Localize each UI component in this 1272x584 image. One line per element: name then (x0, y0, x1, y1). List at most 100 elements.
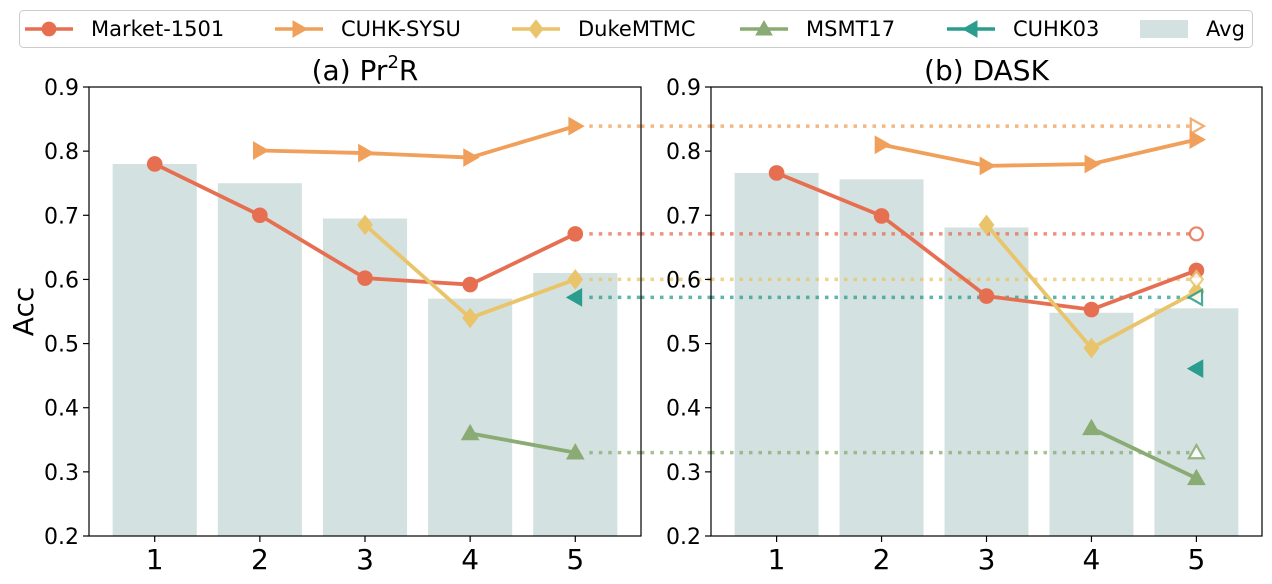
point-cuhk-sysu-5 (568, 116, 585, 136)
point-dukemtmc-4 (1083, 337, 1100, 359)
series-msmt17 (1082, 418, 1206, 486)
chart-title-main: (a) Pr (312, 54, 388, 87)
x-tick-label: 5 (1187, 543, 1205, 576)
legend-entry-msmt17: MSMT17 (740, 17, 895, 41)
y-tick-label: 0.5 (666, 333, 701, 358)
x-ticks: 1 2 3 4 5 (146, 536, 584, 576)
chart-title: (a) Pr2R (312, 52, 419, 87)
point-market-1501-5 (567, 226, 584, 242)
point-cuhk03-5 (1186, 359, 1204, 378)
point-msmt17-5 (565, 443, 585, 460)
y-tick-label: 0.9 (44, 76, 79, 101)
series-line-cuhk-sysu (259, 124, 576, 160)
point-cuhk-sysu-3 (979, 156, 997, 176)
x-ticks: 1 2 3 4 5 (768, 536, 1205, 576)
y-tick-label: 0.2 (666, 525, 701, 550)
point-cuhk-sysu-4 (1084, 154, 1101, 174)
chart-title: (b) DASK (924, 54, 1050, 87)
legend-marker-dukemtmc (528, 19, 544, 39)
point-msmt17-5 (1187, 468, 1206, 486)
x-tick-label: 5 (566, 543, 584, 576)
point-dukemtmc-4 (462, 307, 479, 329)
y-tick-label: 0.7 (666, 204, 701, 229)
reference-marker-msmt17 (1187, 442, 1206, 460)
reference-marker-cuhk-sysu (1189, 116, 1207, 136)
point-market-1501-3 (978, 288, 995, 304)
avg-bar-5 (533, 273, 618, 536)
y-tick-label: 0.8 (666, 140, 701, 165)
point-cuhk-sysu-3 (358, 143, 375, 163)
y-tick-label: 0.7 (44, 204, 79, 229)
avg-bar-4 (428, 298, 513, 536)
point-dukemtmc-5 (567, 269, 584, 290)
legend-label-cuhk03: CUHK03 (1013, 17, 1099, 41)
y-tick-label: 0.6 (666, 268, 701, 293)
chart-title-suffix: R (399, 54, 418, 87)
reference-marker-market-1501 (1188, 226, 1204, 242)
legend-marker-cuhk-sysu (292, 20, 309, 38)
avg-bar-1 (734, 172, 819, 537)
x-tick-label: 3 (978, 543, 996, 576)
y-ticks: 0.2 0.3 0.4 0.5 0.6 0.7 0.8 0.9 (666, 76, 711, 550)
avg-bar-3 (322, 218, 408, 536)
series-market-1501 (768, 165, 1205, 318)
x-tick-label: 4 (461, 543, 479, 576)
x-tick-label: 1 (768, 543, 786, 576)
legend-marker-cuhk03 (961, 20, 978, 38)
y-axis-label: Acc (7, 287, 40, 336)
series-cuhk03 (1186, 359, 1204, 378)
point-market-1501-4 (462, 276, 478, 293)
series-cuhk03 (565, 288, 583, 307)
point-cuhk-sysu-4 (463, 148, 480, 167)
legend-entry-cuhk-sysu: CUHK-SYSU (275, 17, 461, 41)
legend-marker-msmt17 (755, 19, 773, 36)
y-ticks: 0.2 0.3 0.4 0.5 0.6 0.7 0.8 0.9 (44, 76, 89, 550)
legend-entry-cuhk03: CUHK03 (947, 17, 1099, 41)
legend-swatch-avg (1140, 20, 1188, 38)
reference-markers (1186, 116, 1207, 460)
x-tick-label: 1 (146, 543, 164, 576)
point-msmt17-4 (1082, 418, 1101, 436)
point-market-1501-4 (1083, 301, 1100, 318)
legend-label-msmt17: MSMT17 (806, 17, 895, 41)
y-tick-label: 0.5 (44, 333, 79, 358)
point-market-1501-2 (252, 207, 268, 224)
point-msmt17-4 (460, 423, 480, 441)
x-tick-label: 2 (873, 543, 891, 576)
y-tick-label: 0.9 (666, 76, 701, 101)
reference-marker-dukemtmc (1188, 269, 1205, 290)
legend-label-dukemtmc: DukeMTMC (578, 17, 696, 41)
reference-lines (589, 124, 711, 455)
legend-frame (19, 10, 1253, 48)
legend-marker-market-1501 (41, 21, 57, 37)
legend: Market-1501 CUHK-SYSU DukeMTMC MSMT17 CUHK03… (19, 10, 1253, 48)
series-line-msmt17 (469, 431, 576, 455)
avg-bar-2 (217, 183, 302, 536)
reference-lines (711, 124, 1191, 455)
legend-label-cuhk-sysu: CUHK-SYSU (341, 17, 461, 41)
legend-entry-dukemtmc: DukeMTMC (512, 17, 696, 41)
chart-title-superscript: 2 (387, 52, 398, 73)
series-cuhk-sysu (252, 116, 585, 167)
point-cuhk-sysu-2 (874, 135, 892, 155)
legend-entry-avg: Avg (1140, 17, 1245, 41)
series-line-msmt17 (1090, 426, 1198, 480)
avg-bars (112, 163, 618, 536)
point-dukemtmc-3 (978, 214, 995, 236)
point-market-1501-2 (873, 208, 890, 224)
legend-entry-market-1501: Market-1501 (25, 17, 224, 41)
y-tick-label: 0.4 (666, 397, 701, 422)
point-market-1501-1 (768, 165, 785, 181)
chart-title-main: (b) DASK (924, 54, 1050, 87)
y-tick-label: 0.3 (44, 461, 79, 486)
point-dukemtmc-3 (357, 214, 373, 236)
x-tick-label: 3 (356, 543, 374, 576)
point-cuhk-sysu-5 (1189, 130, 1206, 149)
point-market-1501-1 (146, 156, 163, 172)
avg-bar-5 (1154, 308, 1239, 536)
y-tick-label: 0.3 (666, 461, 701, 486)
x-tick-label: 2 (251, 543, 269, 576)
avg-bar-1 (112, 163, 197, 536)
series-cuhk-sysu (874, 130, 1206, 176)
